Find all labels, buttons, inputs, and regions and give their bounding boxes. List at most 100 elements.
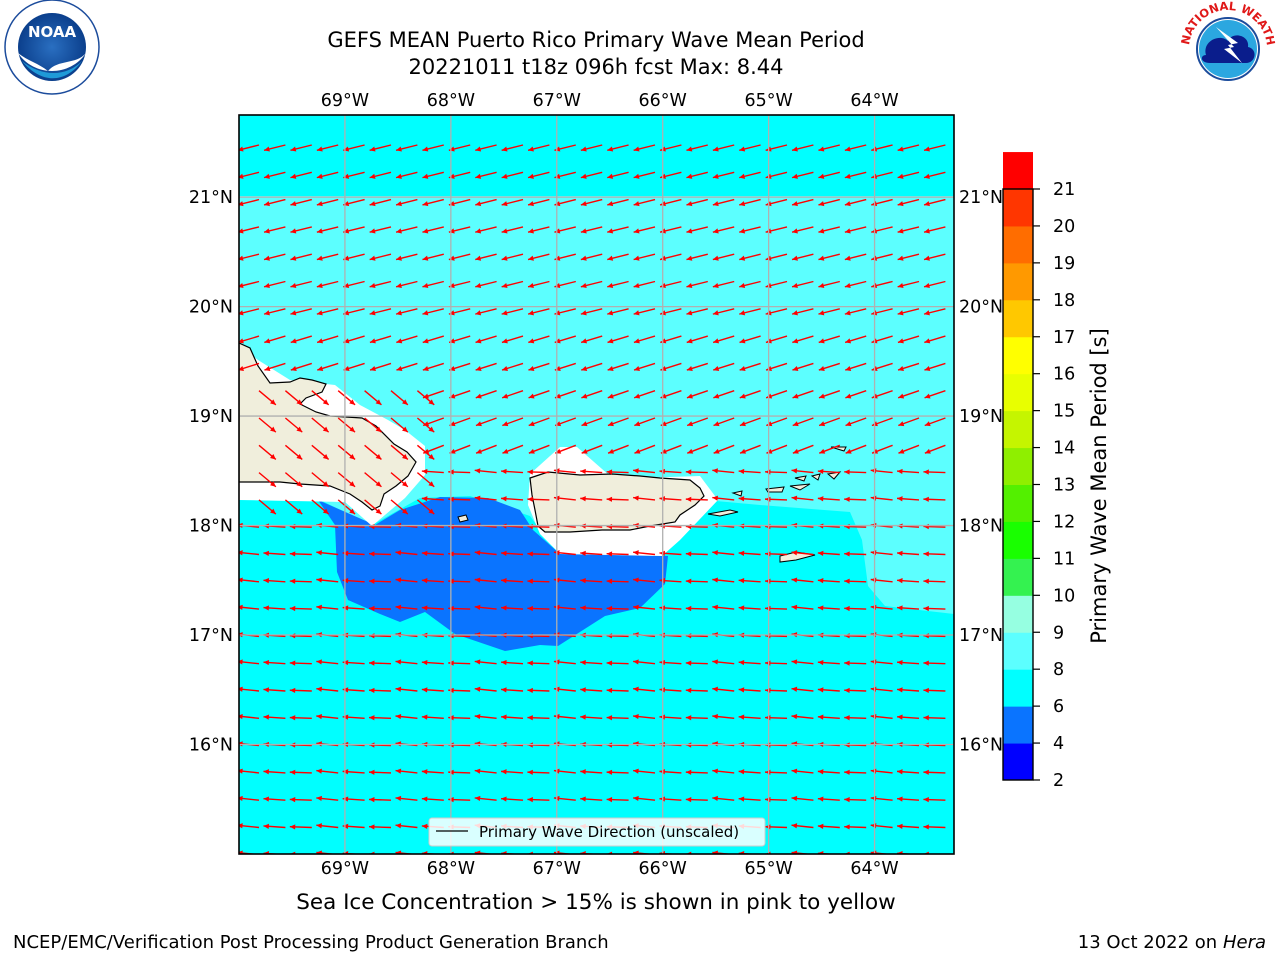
colorbar-tick-label: 2 bbox=[1053, 771, 1064, 791]
lon-tick-label-top: 65°W bbox=[744, 91, 792, 111]
wave-arrow bbox=[258, 444, 277, 460]
wave-arrow bbox=[791, 226, 814, 234]
wave-arrow bbox=[897, 390, 920, 399]
wave-arrow bbox=[501, 308, 524, 316]
colorbar-tick-label: 21 bbox=[1053, 180, 1075, 200]
wave-arrow bbox=[739, 253, 761, 261]
wave-arrow bbox=[923, 469, 946, 475]
wave-arrow bbox=[239, 795, 260, 802]
wave-arrow bbox=[897, 253, 920, 261]
wave-arrow bbox=[368, 605, 392, 612]
wave-arrow bbox=[290, 171, 312, 179]
wave-arrow bbox=[580, 335, 603, 344]
wave-arrow bbox=[791, 768, 814, 774]
lon-tick-label-bottom: 67°W bbox=[533, 859, 581, 879]
wave-arrow bbox=[844, 253, 867, 261]
wave-arrow bbox=[395, 253, 418, 261]
wave-arrow bbox=[633, 495, 656, 501]
wave-arrow bbox=[712, 604, 735, 610]
wave-arrow bbox=[739, 417, 761, 427]
wave-arrow bbox=[712, 577, 735, 583]
wave-arrow bbox=[685, 660, 708, 666]
wave-arrow bbox=[817, 605, 840, 611]
wave-arrow bbox=[395, 144, 418, 152]
wave-arrow bbox=[739, 335, 761, 344]
wave-arrow bbox=[738, 578, 761, 584]
wave-arrow bbox=[501, 659, 524, 666]
wave-arrow bbox=[527, 280, 550, 289]
wave-arrow bbox=[239, 144, 260, 152]
wave-arrow bbox=[239, 823, 260, 829]
wave-arrow bbox=[395, 686, 418, 692]
wave-arrow bbox=[395, 577, 418, 583]
wave-arrow bbox=[791, 604, 814, 610]
colorbar-tick-label: 9 bbox=[1053, 623, 1064, 643]
wave-arrow bbox=[475, 390, 497, 399]
wave-arrow bbox=[501, 390, 524, 399]
map-title-line2: 20221011 t18z 096h fcst Max: 8.44 bbox=[408, 55, 784, 79]
wave-arrow bbox=[818, 308, 840, 316]
wave-arrow bbox=[258, 472, 277, 488]
wave-arrow bbox=[818, 198, 840, 207]
wave-arrow bbox=[686, 280, 708, 289]
lat-tick-label-right: 20°N bbox=[959, 298, 1003, 318]
colorbar-tick-label: 15 bbox=[1053, 402, 1075, 422]
wave-arrow bbox=[818, 335, 841, 344]
colorbar-segment bbox=[1003, 262, 1033, 301]
wave-arrow bbox=[284, 417, 303, 433]
wave-arrow bbox=[390, 499, 409, 515]
wave-arrow bbox=[791, 823, 814, 829]
wave-arrow bbox=[791, 495, 814, 501]
colorbar-segment bbox=[1003, 632, 1033, 670]
wave-arrow bbox=[712, 171, 735, 179]
wave-arrow bbox=[474, 468, 497, 474]
wave-arrow bbox=[395, 795, 418, 802]
wave-arrow bbox=[421, 687, 444, 693]
wave-arrow bbox=[844, 171, 867, 179]
wave-arrow bbox=[818, 171, 840, 179]
wave-arrow bbox=[923, 551, 946, 557]
wave-arrow bbox=[527, 797, 550, 803]
wave-arrow bbox=[791, 198, 814, 207]
wave-arrow bbox=[475, 198, 497, 207]
wave-arrow bbox=[607, 390, 629, 399]
wave-arrow bbox=[527, 469, 550, 475]
land-sombrero bbox=[830, 446, 847, 452]
wave-arrow bbox=[368, 715, 392, 721]
wave-arrow bbox=[923, 715, 946, 721]
wave-arrow bbox=[686, 198, 708, 207]
wave-arrow bbox=[817, 796, 840, 802]
wave-arrow bbox=[501, 362, 524, 371]
wave-arrow bbox=[475, 444, 497, 454]
wave-arrow bbox=[527, 308, 550, 316]
wave-arrow bbox=[289, 824, 312, 830]
wave-arrow bbox=[289, 687, 312, 694]
wave-arrow bbox=[898, 444, 920, 454]
wave-arrow bbox=[390, 472, 409, 488]
wave-arrow bbox=[396, 362, 418, 371]
wave-arrow bbox=[311, 499, 330, 515]
wave-arrow bbox=[924, 335, 946, 344]
wave-arrow bbox=[580, 659, 603, 666]
wave-arrow bbox=[422, 253, 444, 261]
wave-arrow bbox=[791, 659, 814, 665]
wave-arrow bbox=[311, 444, 330, 460]
colorbar-segment bbox=[1003, 706, 1033, 744]
wave-arrow bbox=[527, 198, 550, 207]
wave-arrow bbox=[284, 472, 303, 488]
wave-arrow bbox=[239, 686, 260, 692]
lat-tick-label-right: 18°N bbox=[959, 517, 1003, 537]
wave-arrow bbox=[263, 714, 286, 720]
colorbar-tick-label: 14 bbox=[1053, 439, 1075, 459]
wave-arrow bbox=[316, 226, 339, 234]
wave-arrow bbox=[421, 468, 444, 475]
wave-arrow bbox=[817, 659, 840, 666]
wave-arrow bbox=[819, 444, 841, 454]
wave-arrow bbox=[239, 253, 260, 261]
wave-arrow bbox=[897, 659, 920, 666]
wave-arrow bbox=[607, 280, 629, 289]
wave-arrow bbox=[844, 769, 867, 775]
wave-arrow bbox=[633, 713, 656, 720]
footer-date: 13 Oct 2022 on Hera bbox=[1078, 932, 1266, 953]
wave-arrow bbox=[791, 468, 814, 474]
